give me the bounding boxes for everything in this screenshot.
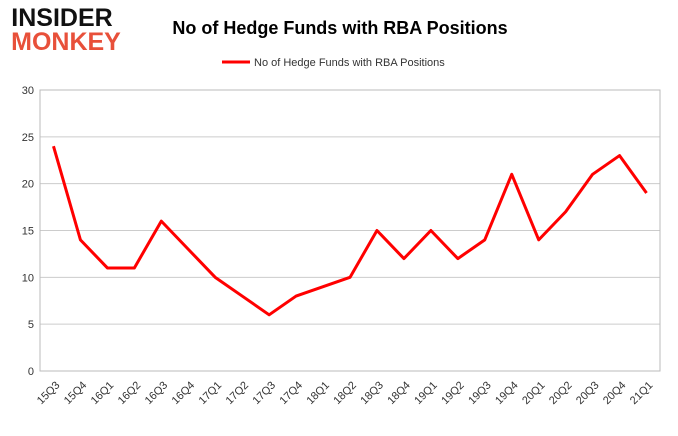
x-tick-label: 16Q1 [89, 379, 117, 407]
y-tick-label: 15 [22, 226, 34, 238]
x-tick-label: 18Q3 [358, 379, 386, 407]
y-tick-label: 5 [28, 319, 34, 331]
line-series [52, 145, 648, 317]
x-tick-label: 18Q4 [385, 379, 413, 407]
x-tick-label: 15Q3 [35, 379, 63, 407]
y-tick-label: 20 [22, 179, 34, 191]
x-tick-label: 17Q2 [224, 379, 252, 407]
x-tick-label: 19Q3 [466, 379, 494, 407]
x-tick-label: 15Q4 [62, 379, 90, 407]
y-tick-label: 10 [22, 272, 34, 284]
chart-title: No of Hedge Funds with RBA Positions [172, 18, 507, 38]
x-tick-label: 19Q1 [412, 379, 440, 407]
x-tick-label: 21Q1 [628, 379, 656, 407]
x-tick-label: 16Q4 [170, 379, 198, 407]
y-tick-label: 0 [28, 366, 34, 378]
x-tick-label: 18Q2 [331, 379, 359, 407]
x-tick-label: 16Q2 [116, 379, 144, 407]
logo-bottom: MONKEY [11, 28, 121, 56]
x-tick-label: 17Q4 [278, 379, 306, 407]
y-tick-label: 30 [22, 85, 34, 97]
x-tick-label: 16Q3 [143, 379, 171, 407]
x-tick-label: 19Q2 [439, 379, 467, 407]
x-tick-label: 20Q4 [601, 379, 629, 407]
plot-border [39, 89, 661, 372]
x-tick-label: 18Q1 [304, 379, 332, 407]
x-tick-label: 20Q3 [574, 379, 602, 407]
x-tick-label: 17Q1 [197, 379, 225, 407]
x-tick-label: 20Q2 [547, 379, 575, 407]
y-tick-label: 25 [22, 132, 34, 144]
logo-top: INSIDER [11, 4, 112, 32]
x-tick-label: 19Q4 [493, 379, 521, 407]
legend-label: No of Hedge Funds with RBA Positions [254, 57, 445, 69]
x-tick-label: 20Q1 [520, 379, 548, 407]
x-tick-label: 17Q3 [251, 379, 279, 407]
